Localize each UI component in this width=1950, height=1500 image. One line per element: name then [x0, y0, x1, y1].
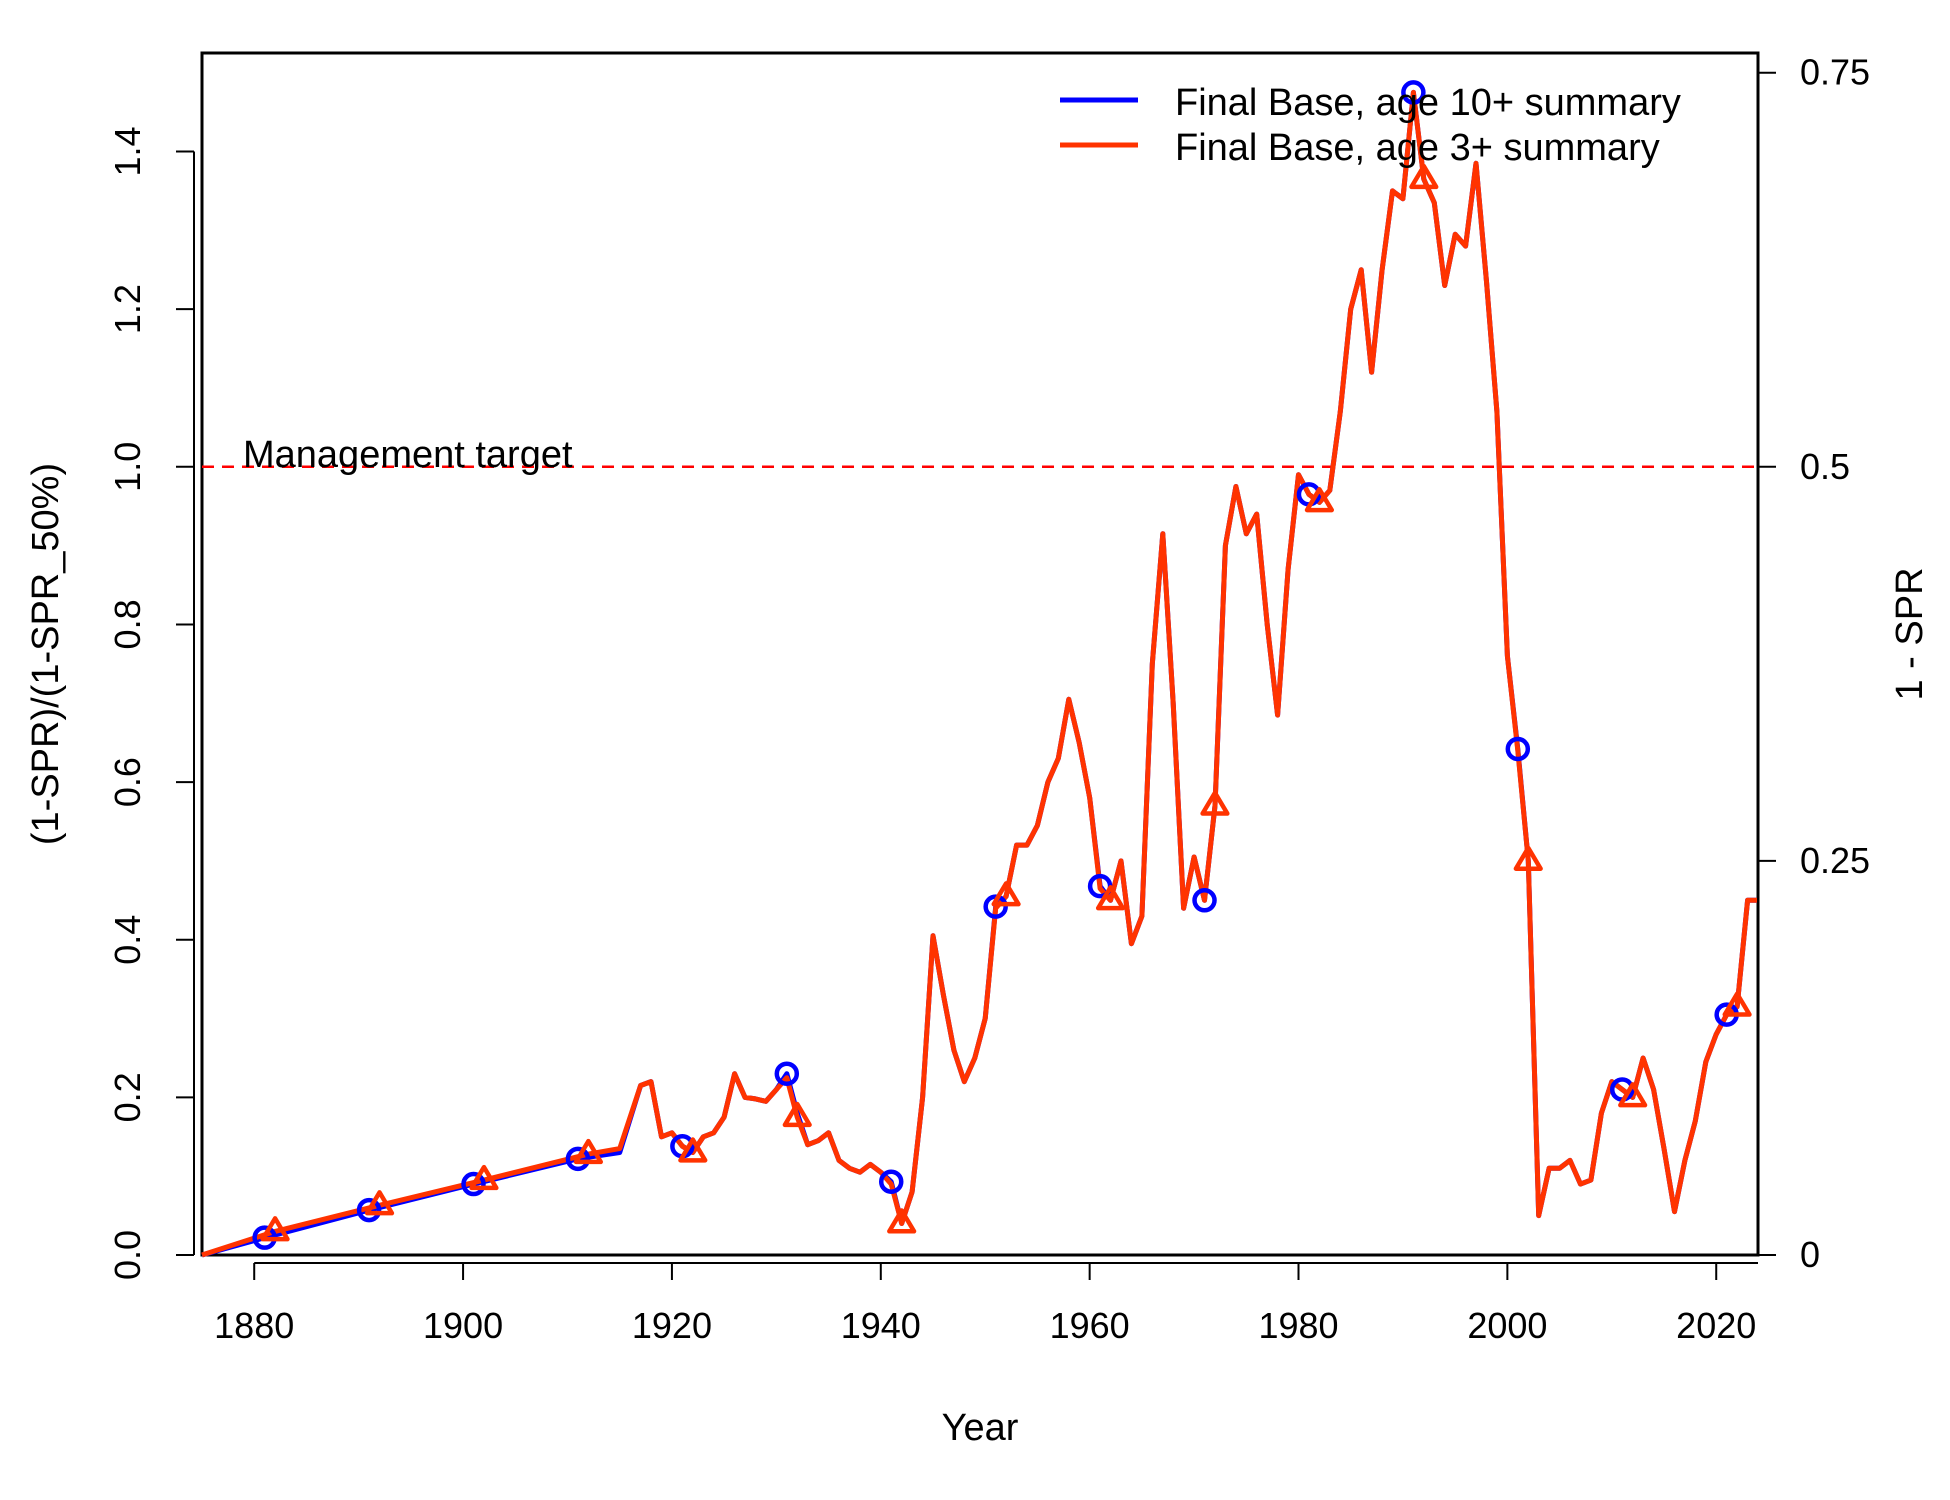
series-1-marker-1971: [1192, 888, 1217, 913]
x-tick-label-1980: 1980: [1258, 1305, 1338, 1346]
series-2-marker-1992: [1409, 163, 1439, 190]
y-tick-label-5: 1.0: [107, 442, 148, 492]
y-tick-label-3: 0.6: [107, 757, 148, 807]
series-2-marker-1962: [1095, 885, 1126, 911]
y-tick-label-6: 1.2: [107, 284, 148, 334]
series-2-marker-1982: [1304, 487, 1334, 513]
legend-label-series-2: Final Base, age 3+ summary: [1175, 127, 1660, 169]
y-tick-label-0: 0.0: [107, 1230, 148, 1280]
series-2-marker-1942: [887, 1208, 917, 1234]
series-2-marker-2022: [1722, 991, 1752, 1017]
series-2-marker-1932: [782, 1101, 812, 1128]
y-tick-label-7: 1.4: [107, 127, 148, 177]
axes-layer: 1880 1900 1920 1940 1960 1980 2000 2020 0.0 0.2 0.…: [107, 52, 1870, 1346]
series-2-marker-1922: [678, 1137, 708, 1163]
series-1-marker-1941: [878, 1169, 904, 1194]
management-target-label: Management target: [243, 434, 573, 476]
series-1-marker-1891: [356, 1197, 382, 1223]
series-1-marker-1901: [461, 1171, 486, 1197]
y2-tick-label-2: 0.5: [1800, 446, 1850, 487]
x-tick-label-1900: 1900: [423, 1305, 503, 1346]
x-tick-label-2000: 2000: [1467, 1305, 1547, 1346]
series-2-marker-1972: [1200, 790, 1230, 816]
series-1-marker-2001: [1505, 736, 1531, 762]
x-tick-label-2020: 2020: [1676, 1305, 1756, 1346]
series-2-marker-1902: [469, 1164, 499, 1191]
plot-frame: [200, 51, 1760, 1257]
series-layer: [201, 80, 1758, 1258]
series-1-marker-1931: [774, 1061, 800, 1086]
legend: Final Base, age 10+ summary Final Base, …: [1060, 82, 1681, 169]
series-line-2: [201, 89, 1758, 1258]
y2-tick-label-0: 0: [1800, 1234, 1820, 1275]
x-tick-label-1880: 1880: [214, 1305, 294, 1346]
y-axis-title: (1-SPR)/(1-SPR_50%): [25, 463, 67, 845]
series-line-1: [201, 89, 1758, 1258]
series-2-marker-1892: [364, 1190, 395, 1216]
x-axis-title: Year: [942, 1407, 1019, 1449]
series-2-marker-1952: [991, 881, 1021, 907]
y-tick-label-1: 0.2: [107, 1072, 148, 1122]
y2-axis-title: 1 - SPR: [1889, 567, 1931, 700]
series-2-marker-1912: [573, 1138, 603, 1165]
series-2-marker-2012: [1618, 1082, 1648, 1108]
series-2-marker-2002: [1513, 845, 1543, 871]
x-tick-label-1940: 1940: [841, 1305, 921, 1346]
series-1-marker-1911: [565, 1146, 591, 1172]
x-tick-label-1920: 1920: [632, 1305, 712, 1346]
y-tick-label-4: 0.8: [107, 599, 148, 649]
x-tick-label-1960: 1960: [1050, 1305, 1130, 1346]
series-2-marker-1882: [260, 1216, 290, 1242]
y2-tick-label-3: 0.75: [1800, 52, 1870, 93]
series-1-marker-1991: [1401, 80, 1426, 105]
y-tick-label-2: 0.4: [107, 915, 148, 965]
legend-label-series-1: Final Base, age 10+ summary: [1175, 82, 1681, 124]
y2-tick-label-1: 0.25: [1800, 840, 1870, 881]
